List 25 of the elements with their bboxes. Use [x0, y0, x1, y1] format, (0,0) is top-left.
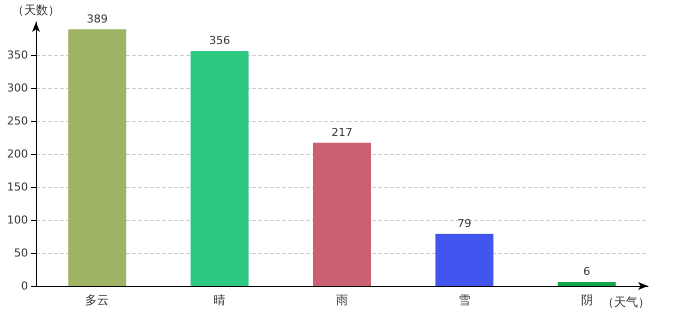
y-tick-label: 200: [7, 148, 28, 160]
y-tick-label: 50: [14, 246, 28, 260]
x-tick-label: 雪: [458, 293, 470, 307]
y-axis-title: （天数）: [12, 3, 60, 17]
y-tick-label: 100: [7, 214, 28, 226]
y-tick-label: 250: [7, 114, 28, 128]
x-tick-label: 雨: [336, 293, 348, 307]
x-tick-label: 阴: [580, 293, 593, 307]
data-label: 217: [332, 126, 352, 139]
bar: [313, 142, 371, 286]
y-tick-label: 0: [21, 280, 28, 292]
data-label: 79: [457, 216, 472, 230]
data-label: 389: [86, 12, 108, 26]
bar: [435, 234, 494, 286]
x-tick-label: 晴: [214, 293, 226, 307]
bar: [558, 282, 616, 286]
y-tick-label: 300: [7, 82, 28, 94]
y-tick-label: 150: [7, 180, 28, 194]
bar: [68, 29, 126, 286]
y-tick-label: 350: [7, 48, 28, 62]
data-label: 6: [583, 265, 590, 278]
x-axis-title: （天气）: [602, 295, 650, 309]
x-tick-label: 多云: [85, 293, 110, 307]
bar: [190, 51, 249, 286]
data-label: 356: [209, 34, 230, 48]
